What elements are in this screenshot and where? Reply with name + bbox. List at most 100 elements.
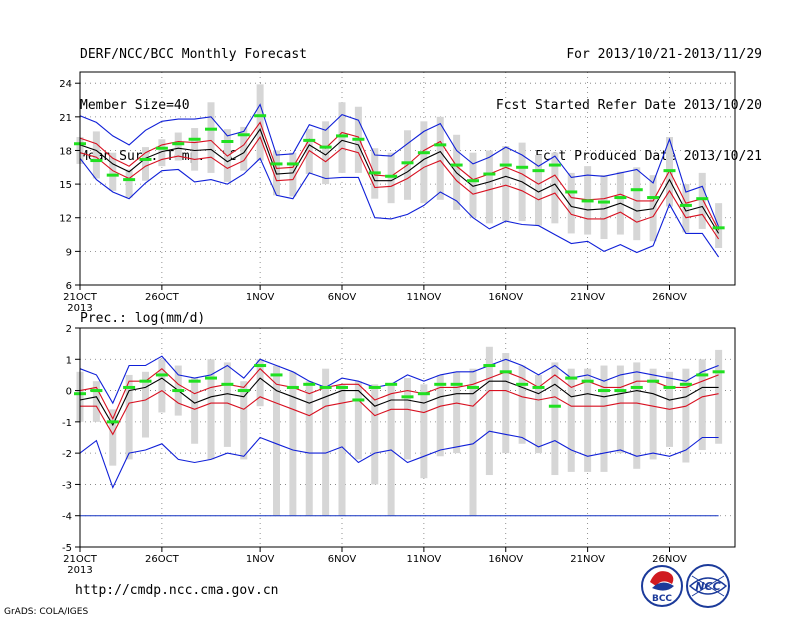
median-marker	[221, 382, 234, 386]
y-tick-label: 6	[66, 281, 72, 292]
median-marker	[467, 179, 479, 183]
median-marker	[352, 398, 365, 402]
median-marker	[532, 385, 545, 389]
x-tick-label: 6NOV	[328, 554, 357, 565]
ensemble-range-bar	[567, 172, 575, 234]
y-tick-label: 15	[59, 180, 72, 191]
ensemble-range-bar	[567, 368, 575, 472]
median-marker	[385, 382, 398, 386]
median-marker	[581, 379, 594, 383]
x-tick-label: 26OCT	[145, 554, 180, 565]
ensemble-range-bar	[92, 381, 100, 422]
y-tick-label: 0	[66, 387, 72, 398]
median-marker	[663, 169, 676, 173]
y-tick-label: 12	[59, 214, 72, 225]
header-right-line-1: For 2013/10/21-2013/11/29	[566, 47, 762, 62]
median-marker	[565, 190, 578, 194]
ensemble-range-bar	[387, 152, 395, 204]
y-tick-label: -5	[62, 543, 72, 554]
median-marker	[712, 226, 725, 230]
ensemble-range-bar	[420, 121, 428, 204]
ensemble-range-bar	[551, 152, 559, 224]
median-marker	[352, 137, 365, 141]
median-marker	[663, 385, 676, 389]
ncc-logo: NCC	[686, 564, 730, 608]
median-marker	[434, 382, 447, 386]
ncc-logo-text: NCC	[695, 580, 720, 593]
y-tick-label: 9	[66, 247, 72, 258]
x-tick-label: 26OCT	[145, 292, 180, 303]
median-marker	[417, 392, 430, 396]
ensemble-range-bar	[207, 102, 215, 173]
median-marker	[90, 159, 103, 163]
y-tick-label: 21	[59, 113, 72, 124]
median-marker	[516, 165, 529, 169]
median-marker	[499, 370, 512, 374]
ensemble-range-bar	[223, 362, 231, 447]
median-marker	[581, 199, 594, 203]
header-right-line-2: Fcst Started Refer Date 2013/10/20	[495, 98, 762, 113]
median-marker	[139, 379, 152, 383]
y-tick-label: -4	[62, 512, 72, 523]
median-marker	[319, 385, 332, 389]
median-marker	[254, 364, 267, 368]
ensemble-range-bar	[600, 365, 608, 472]
ensemble-range-bar	[240, 126, 248, 171]
precip-panel-title: Prec.: log(mm/d)	[80, 311, 205, 326]
median-marker	[155, 146, 168, 150]
ensemble-range-bar	[371, 384, 379, 485]
ensemble-range-bar	[616, 365, 624, 454]
median-marker	[516, 382, 529, 386]
ensemble-range-bar	[191, 128, 199, 171]
median-marker	[368, 171, 381, 175]
x-tick-label: 26NOV	[652, 292, 687, 303]
ensemble-range-bar	[436, 116, 444, 200]
median-marker	[630, 385, 643, 389]
x-tick-label: 21OCT	[63, 554, 98, 565]
ensemble-range-bar	[502, 145, 510, 222]
ensemble-range-bar	[551, 362, 559, 476]
ensemble-range-bar	[191, 378, 199, 444]
median-marker	[385, 174, 398, 178]
temperature-panel: 6 9 12 15 18 21 24 21OCT 26OCT 1NOV 6NOV 11NOV 16NOV…	[59, 71, 736, 314]
ensemble-range-bar	[600, 175, 608, 240]
series-q3	[79, 367, 719, 420]
y-tick-label: 18	[59, 146, 72, 157]
series-q1	[80, 389, 719, 436]
footer-url[interactable]: http://cmdp.ncc.cma.gov.cn	[75, 583, 279, 598]
ensemble-range-bar	[453, 371, 461, 454]
ensemble-range-bar	[174, 132, 182, 161]
ensemble-range-bar	[158, 139, 166, 167]
x-tick-label: 11NOV	[407, 292, 442, 303]
median-marker	[336, 385, 348, 389]
median-marker	[123, 178, 136, 182]
ensemble-range-bar	[109, 409, 117, 466]
median-marker	[679, 382, 692, 386]
ensemble-range-bar	[142, 371, 149, 438]
ensemble-range-bar	[289, 152, 297, 197]
y-tick-label: 2	[66, 324, 72, 335]
median-marker	[548, 404, 561, 408]
x-tick-label: 6NOV	[328, 292, 357, 303]
median-marker	[205, 376, 217, 380]
x-tick-label: 26NOV	[652, 554, 687, 565]
median-marker	[696, 197, 709, 201]
median-marker	[205, 127, 217, 131]
ensemble-range-bar	[633, 362, 641, 469]
plot-frame	[79, 71, 736, 286]
series-min	[79, 430, 719, 490]
median-marker	[483, 364, 496, 368]
y-tick-label: -1	[62, 418, 72, 429]
median-marker	[401, 161, 414, 165]
ensemble-range-bar	[322, 368, 330, 516]
median-marker	[467, 385, 479, 389]
ensemble-range-bar	[633, 167, 641, 241]
x-tick-label: 1NOV	[246, 554, 275, 565]
median-marker	[254, 114, 267, 118]
median-marker	[139, 157, 152, 161]
ensemble-range-bar	[698, 359, 706, 451]
ensemble-range-bar	[649, 368, 657, 460]
median-marker	[172, 389, 185, 393]
median-marker	[434, 143, 447, 147]
